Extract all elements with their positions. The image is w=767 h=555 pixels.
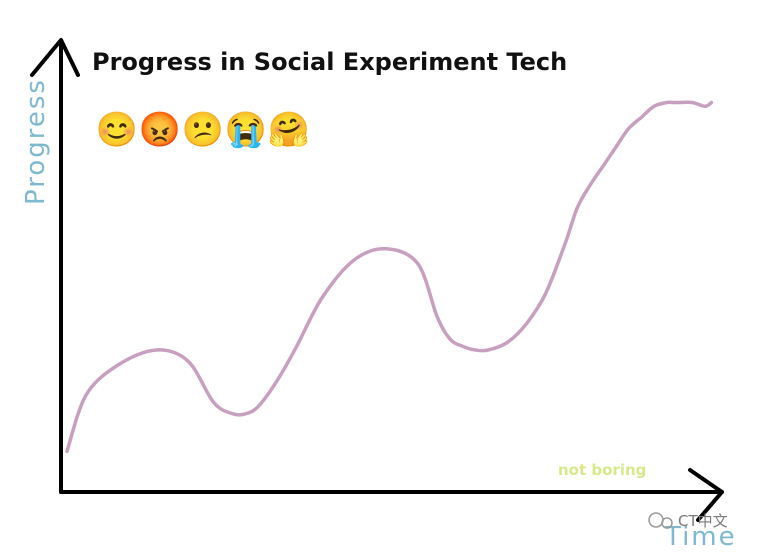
- emoji-3: 😭: [225, 111, 267, 149]
- emoji-row: 😊 😡 😕 😭 🤗: [96, 111, 310, 149]
- emoji-0: 😊: [96, 111, 138, 149]
- x-axis-label: Time: [664, 522, 737, 552]
- series-line-0: [65, 100, 714, 454]
- series-layer: [65, 100, 714, 454]
- emoji-4: 🤗: [268, 111, 310, 149]
- chat-icon: [648, 512, 664, 528]
- emoji-2: 😕: [182, 111, 224, 149]
- y-axis-label: Progress: [21, 78, 51, 205]
- x-axis-arrowhead: [688, 468, 724, 522]
- watermark-text: not boring: [558, 461, 646, 479]
- chart-title: Progress in Social Experiment Tech: [92, 48, 567, 76]
- y-axis-arrowhead: [30, 38, 80, 77]
- source-badge: CT中文: [648, 512, 728, 530]
- chat-icon-secondary: [661, 517, 673, 529]
- emoji-1: 😡: [139, 111, 181, 149]
- source-label: CT中文: [678, 512, 728, 530]
